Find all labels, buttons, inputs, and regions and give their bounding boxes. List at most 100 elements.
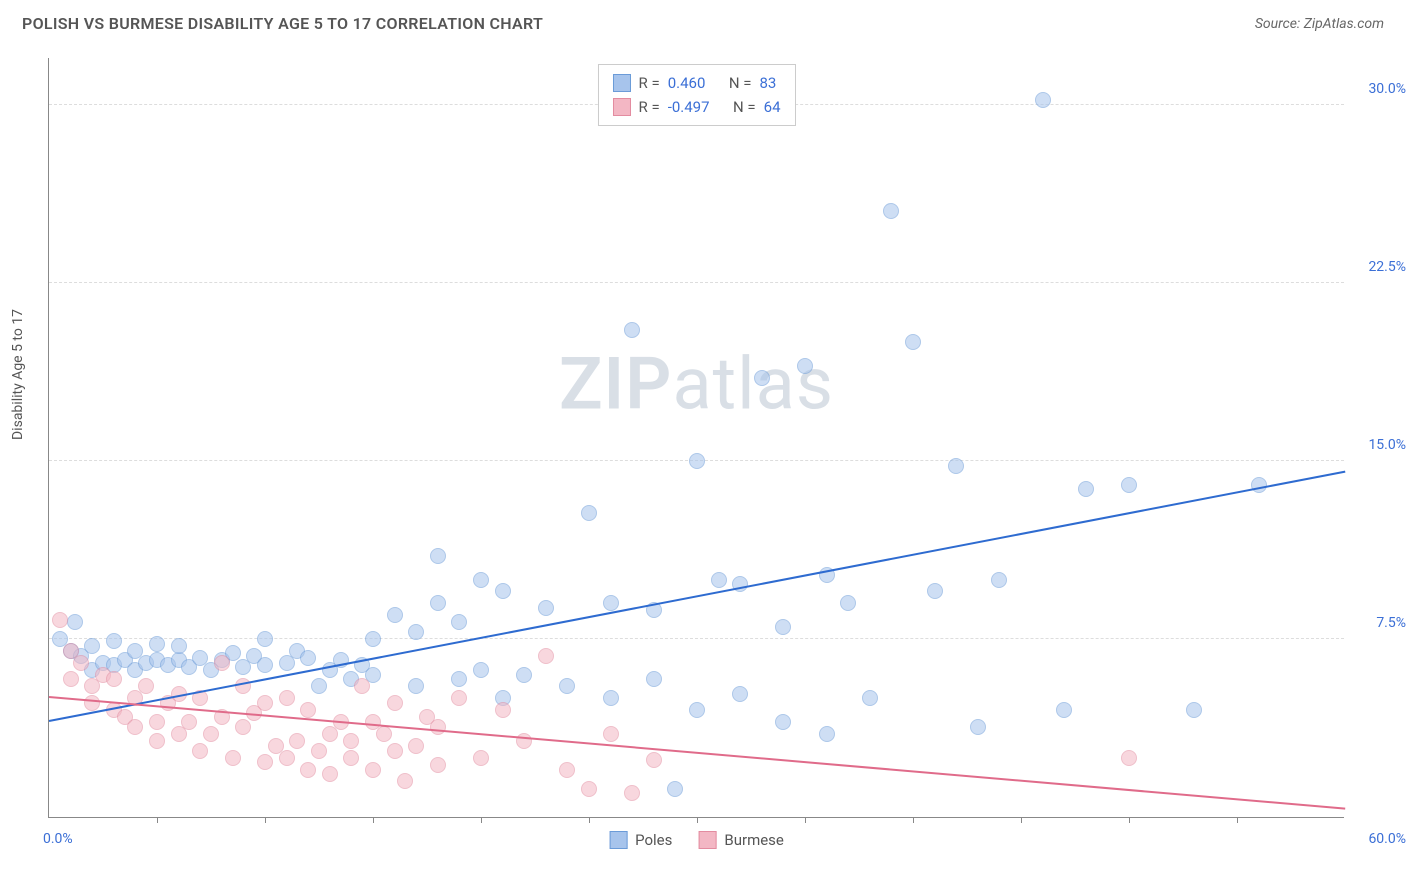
data-point bbox=[289, 733, 305, 749]
data-point bbox=[840, 595, 856, 611]
data-point bbox=[235, 719, 251, 735]
data-point bbox=[300, 702, 316, 718]
data-point bbox=[797, 358, 813, 374]
data-point bbox=[203, 726, 219, 742]
data-point bbox=[149, 714, 165, 730]
data-point bbox=[311, 743, 327, 759]
data-point bbox=[646, 671, 662, 687]
data-point bbox=[538, 600, 554, 616]
data-point bbox=[646, 752, 662, 768]
y-tick-label: 30.0% bbox=[1350, 81, 1406, 97]
data-point bbox=[181, 714, 197, 730]
legend-label-poles: Poles bbox=[635, 831, 672, 849]
data-point bbox=[430, 719, 446, 735]
r-value-burmese: -0.497 bbox=[668, 95, 710, 119]
data-point bbox=[581, 781, 597, 797]
data-point bbox=[311, 678, 327, 694]
data-point bbox=[257, 631, 273, 647]
swatch-burmese-icon bbox=[698, 831, 716, 849]
data-point bbox=[927, 583, 943, 599]
data-point bbox=[149, 636, 165, 652]
x-axis-start: 0.0% bbox=[43, 831, 73, 847]
watermark-light: atlas bbox=[672, 342, 834, 427]
legend-series: Poles Burmese bbox=[609, 831, 784, 849]
gridline bbox=[49, 638, 1344, 639]
n-prefix: N = bbox=[733, 95, 756, 119]
data-point bbox=[127, 719, 143, 735]
data-point bbox=[214, 655, 230, 671]
chart-plot-area: ZIPatlas R = 0.460 N = 83 R = -0.497 N =… bbox=[48, 58, 1344, 818]
data-point bbox=[711, 572, 727, 588]
y-tick-label: 22.5% bbox=[1350, 259, 1406, 275]
data-point bbox=[279, 690, 295, 706]
y-tick-label: 7.5% bbox=[1350, 615, 1406, 631]
data-point bbox=[451, 671, 467, 687]
data-point bbox=[667, 781, 683, 797]
data-point bbox=[106, 671, 122, 687]
data-point bbox=[171, 638, 187, 654]
chart-title: POLISH VS BURMESE DISABILITY AGE 5 TO 17… bbox=[22, 14, 543, 33]
data-point bbox=[495, 583, 511, 599]
data-point bbox=[538, 648, 554, 664]
data-point bbox=[495, 702, 511, 718]
data-point bbox=[775, 619, 791, 635]
data-point bbox=[1035, 92, 1051, 108]
r-prefix: R = bbox=[638, 71, 659, 95]
swatch-poles bbox=[612, 74, 630, 92]
data-point bbox=[862, 690, 878, 706]
data-point bbox=[430, 595, 446, 611]
x-tick bbox=[481, 817, 482, 823]
data-point bbox=[473, 572, 489, 588]
data-point bbox=[430, 757, 446, 773]
data-point bbox=[1078, 481, 1094, 497]
legend-item-poles: Poles bbox=[609, 831, 672, 849]
data-point bbox=[473, 750, 489, 766]
x-tick bbox=[1021, 817, 1022, 823]
gridline bbox=[49, 282, 1344, 283]
swatch-poles-icon bbox=[609, 831, 627, 849]
data-point bbox=[624, 785, 640, 801]
legend-row-poles: R = 0.460 N = 83 bbox=[612, 71, 780, 95]
data-point bbox=[387, 695, 403, 711]
trend-line-poles bbox=[49, 471, 1345, 722]
n-value-burmese: 64 bbox=[764, 95, 781, 119]
data-point bbox=[451, 614, 467, 630]
r-prefix: R = bbox=[638, 95, 659, 119]
x-tick bbox=[913, 817, 914, 823]
data-point bbox=[775, 714, 791, 730]
data-point bbox=[354, 678, 370, 694]
data-point bbox=[516, 733, 532, 749]
y-tick-label: 15.0% bbox=[1350, 437, 1406, 453]
source-label: Source: ZipAtlas.com bbox=[1255, 16, 1384, 32]
x-tick bbox=[805, 817, 806, 823]
watermark: ZIPatlas bbox=[559, 342, 834, 427]
legend-correlation: R = 0.460 N = 83 R = -0.497 N = 64 bbox=[597, 64, 795, 126]
data-point bbox=[387, 743, 403, 759]
data-point bbox=[408, 738, 424, 754]
data-point bbox=[991, 572, 1007, 588]
data-point bbox=[603, 726, 619, 742]
data-point bbox=[905, 334, 921, 350]
data-point bbox=[1186, 702, 1202, 718]
data-point bbox=[84, 638, 100, 654]
data-point bbox=[67, 614, 83, 630]
data-point bbox=[257, 695, 273, 711]
data-point bbox=[689, 702, 705, 718]
data-point bbox=[365, 631, 381, 647]
data-point bbox=[408, 624, 424, 640]
watermark-bold: ZIP bbox=[559, 342, 672, 427]
data-point bbox=[1056, 702, 1072, 718]
data-point bbox=[322, 766, 338, 782]
data-point bbox=[624, 322, 640, 338]
data-point bbox=[279, 750, 295, 766]
n-value-poles: 83 bbox=[759, 71, 776, 95]
data-point bbox=[430, 548, 446, 564]
data-point bbox=[689, 453, 705, 469]
data-point bbox=[603, 595, 619, 611]
data-point bbox=[397, 773, 413, 789]
data-point bbox=[387, 607, 403, 623]
data-point bbox=[581, 505, 597, 521]
data-point bbox=[149, 733, 165, 749]
data-point bbox=[883, 203, 899, 219]
x-tick bbox=[697, 817, 698, 823]
